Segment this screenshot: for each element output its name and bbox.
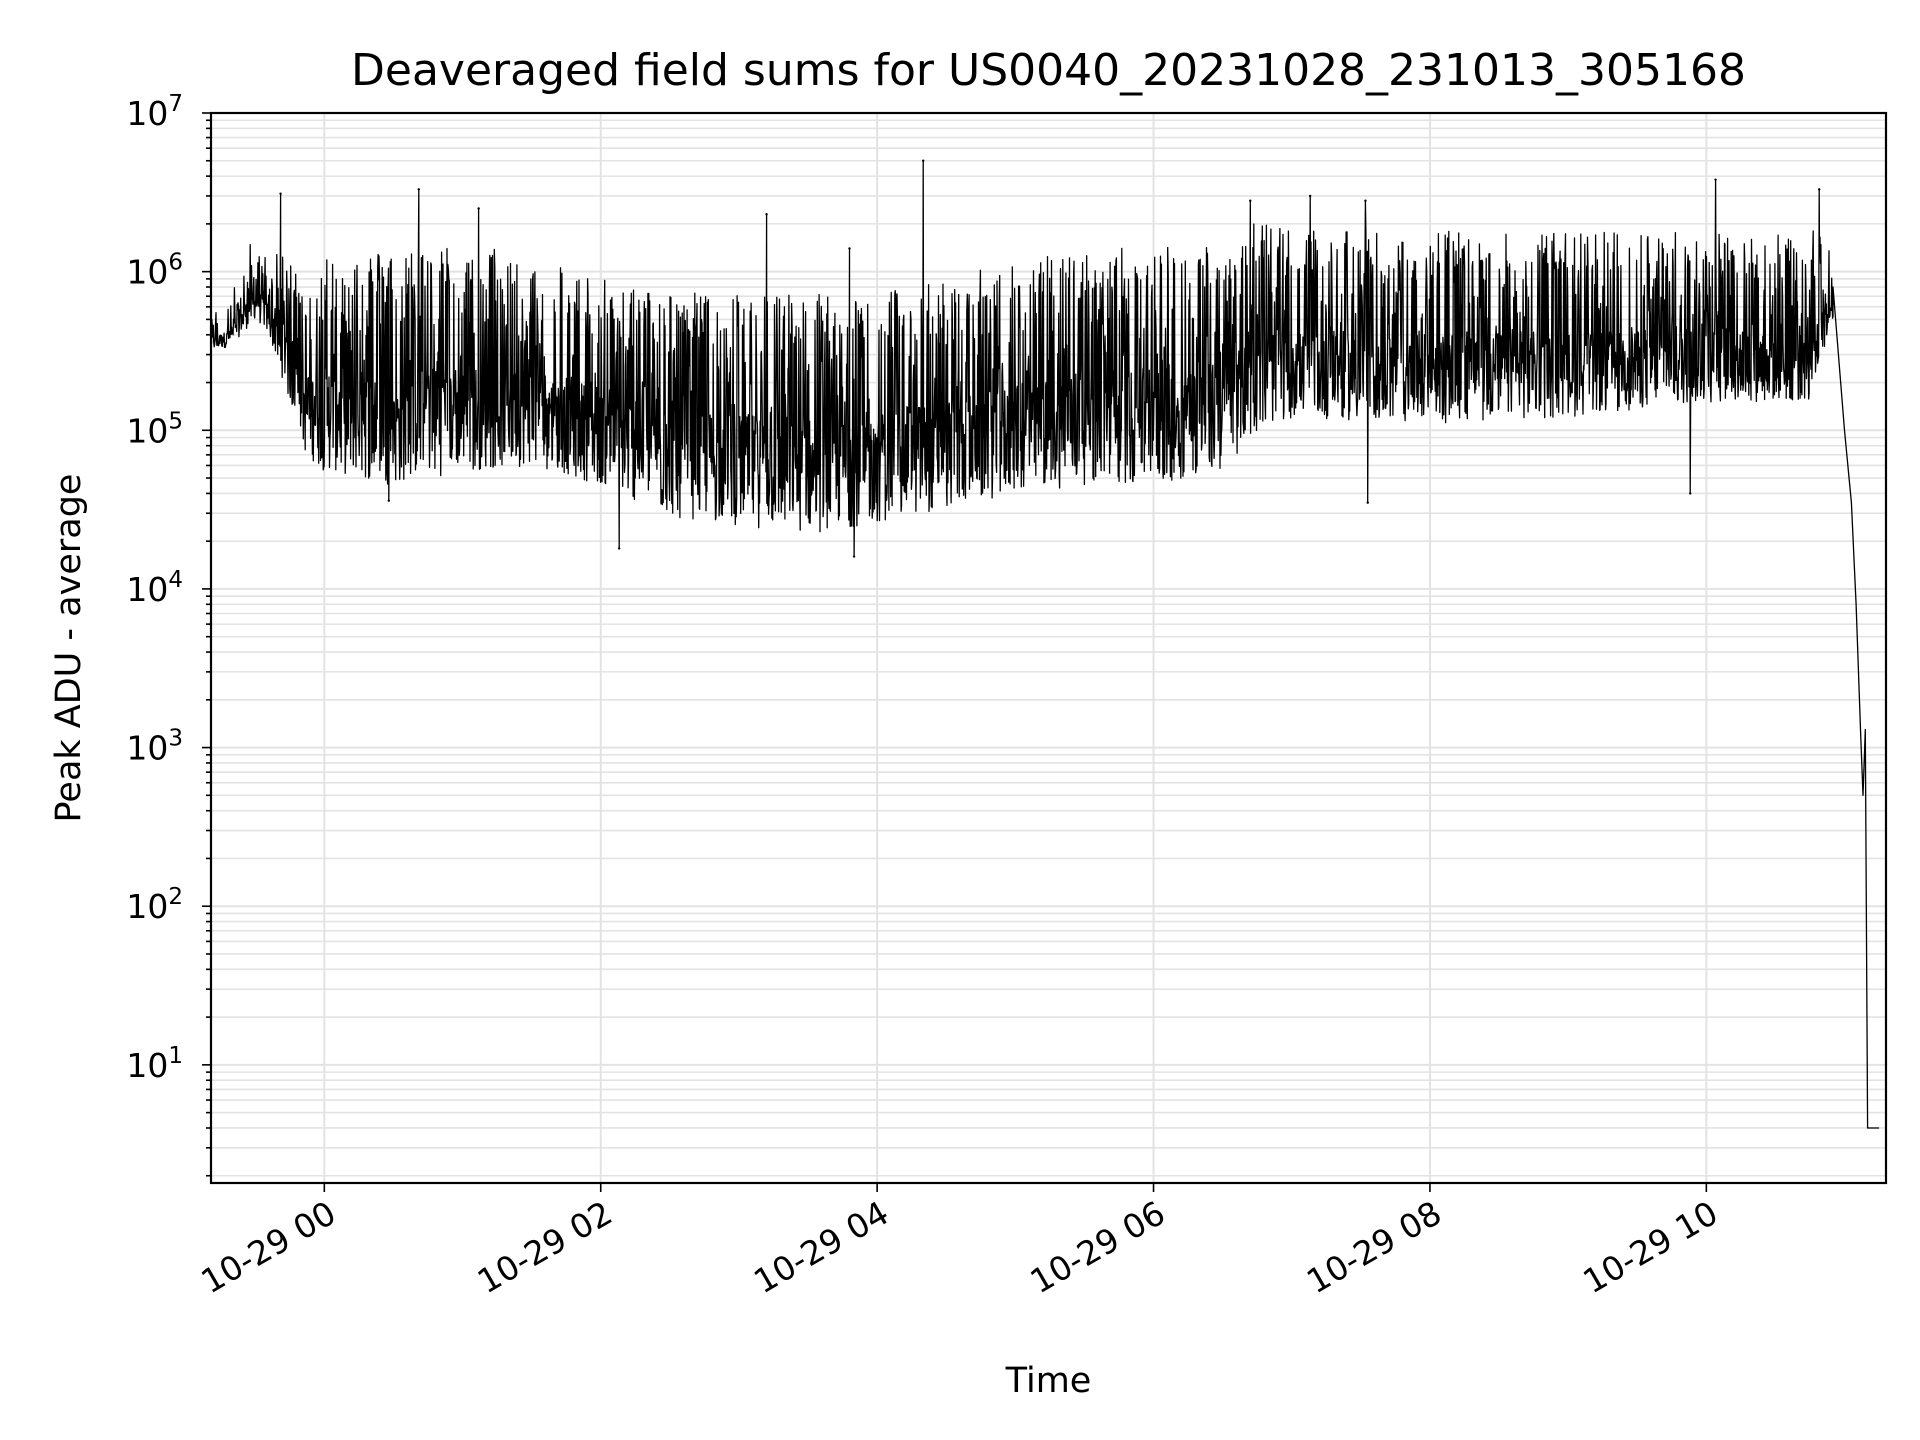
spike-point: [1308, 194, 1312, 198]
y-tick-label: 106: [126, 250, 183, 292]
x-axis-label: Time: [1005, 1361, 1092, 1401]
plot-frame: [209, 111, 1888, 1185]
x-tick-label: 10-29 08: [1300, 1193, 1448, 1301]
spike-point: [1364, 199, 1367, 202]
dip-point: [387, 499, 391, 502]
spike-point: [921, 159, 925, 162]
dip-point: [852, 555, 856, 558]
spike-point: [1714, 178, 1717, 181]
x-tick-label: 10-29 00: [194, 1193, 342, 1301]
y-tick-label: 105: [126, 408, 183, 450]
x-tick-label: 10-29 04: [747, 1193, 895, 1301]
y-axis-label: Peak ADU - average: [49, 474, 89, 823]
y-tick-label: 103: [126, 726, 183, 768]
x-tick-label: 10-29 10: [1576, 1193, 1724, 1301]
spike-point: [1818, 188, 1821, 191]
y-tick-label: 104: [126, 567, 183, 609]
x-tick-label: 10-29 02: [471, 1193, 619, 1301]
y-tick-label: 107: [126, 91, 183, 133]
y-tick-label: 102: [126, 884, 183, 926]
dip-point: [617, 547, 621, 550]
dip-point: [1689, 492, 1692, 495]
spike-point: [279, 192, 282, 195]
dip-point: [1366, 501, 1369, 504]
chart-title: Deaveraged field sums for US0040_2023102…: [351, 45, 1746, 96]
spike-point: [417, 188, 420, 191]
spike-point: [765, 213, 768, 216]
spike-point: [848, 247, 851, 250]
data-layer: [210, 159, 1880, 1129]
x-tick-label: 10-29 06: [1024, 1193, 1172, 1301]
series-line: [210, 160, 1880, 1129]
grid-layer: [211, 113, 1886, 1183]
spike-point: [1249, 199, 1252, 202]
spike-point: [477, 207, 480, 210]
y-tick-label: 101: [126, 1043, 183, 1085]
